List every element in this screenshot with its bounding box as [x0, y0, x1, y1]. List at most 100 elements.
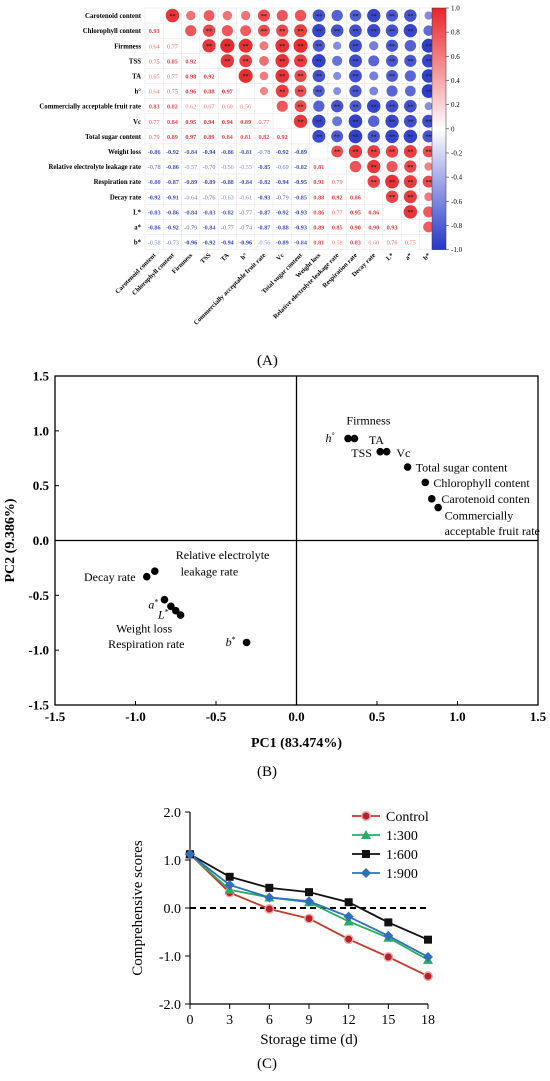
y-tick-label: 1.0 [164, 854, 182, 869]
correlation-value: 0.86 [350, 194, 361, 201]
correlation-value: -0.92 [166, 149, 179, 156]
correlation-value: -0.57 [184, 164, 197, 171]
correlation-circle [424, 102, 433, 111]
significance-mark: ** [371, 104, 377, 110]
correlation-circle [238, 38, 253, 53]
correlation-value: 0.94 [204, 119, 215, 126]
row-label: a* [134, 224, 141, 231]
correlation-circle [367, 130, 380, 143]
correlation-value: 0.83 [350, 240, 361, 247]
correlation-circle [385, 99, 399, 113]
y-tick-label: -0.5 [28, 588, 49, 603]
correlation-value: 0.60 [222, 104, 233, 111]
pca-label: TA [369, 433, 384, 447]
pca-symbol-label: h° [325, 431, 334, 445]
correlation-value: -0.91 [166, 194, 179, 201]
x-tick-label: 1.5 [530, 709, 547, 724]
pca-point [344, 434, 352, 443]
heatmap-cell [400, 219, 420, 235]
series-point-3 [423, 951, 433, 962]
column-label: TA [220, 252, 231, 263]
heatmap-cell [272, 113, 292, 130]
series-point-2 [225, 872, 234, 881]
correlation-value: 0.79 [149, 134, 160, 141]
significance-mark: ** [352, 44, 358, 50]
correlation-value: -0.94 [276, 179, 289, 186]
significance-mark: ** [407, 59, 413, 65]
correlation-value: -0.86 [148, 224, 161, 231]
correlation-circle [385, 24, 399, 37]
y-tick-label: 2.0 [164, 806, 182, 821]
row-label: Weight loss [108, 149, 141, 156]
correlation-value: 0.84 [222, 134, 233, 141]
heatmap-cell [291, 128, 310, 145]
pca-point [403, 463, 412, 471]
symbol-name: b [226, 635, 232, 649]
series-point-0 [264, 904, 275, 914]
pca-point [350, 434, 359, 443]
correlation-value: -0.83 [148, 209, 161, 216]
correlation-circle [386, 160, 398, 173]
correlation-circle [367, 99, 381, 113]
legend-marker [361, 868, 371, 878]
colorbar-tick-label: 1.0 [451, 5, 460, 13]
correlation-value: -0.76 [203, 194, 216, 201]
correlation-value: 0.64 [149, 43, 160, 50]
correlation-value: 0.97 [185, 134, 196, 141]
significance-mark: ** [389, 59, 395, 65]
significance-mark: ** [279, 89, 285, 95]
significance-mark: ** [407, 195, 413, 201]
significance-mark: ** [426, 89, 432, 95]
correlation-circle [424, 162, 433, 171]
significance-mark: ** [316, 89, 322, 95]
x-tick-label: -1.5 [45, 709, 66, 724]
correlation-value: 0.96 [185, 89, 196, 96]
correlation-value: 0.77 [259, 119, 270, 126]
series-point-3 [383, 930, 394, 941]
correlation-circle [348, 144, 363, 159]
correlation-value: 0.56 [240, 104, 251, 111]
correlation-circle [403, 175, 417, 189]
correlation-circle [203, 10, 215, 21]
significance-mark: ** [407, 135, 413, 141]
column-label: a* [404, 252, 414, 262]
correlation-circle [348, 39, 362, 53]
significance-mark: ** [407, 150, 413, 156]
series-point-3 [304, 896, 314, 907]
correlation-circle [220, 38, 235, 53]
correlation-value: 0.75 [405, 240, 416, 247]
significance-mark: ** [279, 74, 285, 80]
correlation-circle [331, 145, 344, 158]
significance-mark: ** [371, 135, 377, 141]
significance-mark: ** [298, 29, 304, 35]
correlation-value: 0.76 [387, 240, 398, 247]
x-tick-label: -1.0 [125, 709, 146, 724]
correlation-value: -0.77 [221, 224, 234, 231]
correlation-value: 0.79 [332, 179, 343, 186]
correlation-value: 0.85 [167, 58, 178, 65]
correlation-value: -0.89 [184, 179, 197, 186]
pca-label: Firmness [346, 413, 390, 427]
significance-mark: ** [352, 29, 358, 35]
series-point-2 [344, 898, 353, 907]
correlation-circle [294, 69, 307, 83]
pca-point [427, 495, 436, 503]
panel-a-label: (A) [257, 353, 278, 369]
significance-mark: ** [407, 29, 413, 35]
significance-mark: ** [407, 210, 413, 216]
correlation-circle [386, 70, 398, 82]
correlation-value: -0.87 [258, 224, 271, 231]
correlation-circle [313, 100, 325, 112]
correlation-heatmap: ** ** ** ** ** ** ** 0.93 ** ** ** ** ** ** ** ** ** ** 0.… [39, 5, 462, 327]
correlation-circle [367, 145, 381, 158]
pca-point [171, 606, 180, 615]
significance-mark: ** [371, 29, 377, 35]
correlation-value: 0.58 [332, 240, 343, 247]
correlation-value: 0.82 [259, 134, 270, 141]
correlation-value: 0.94 [222, 119, 233, 126]
correlation-value: 0.89 [313, 224, 324, 231]
significance-mark: ** [243, 59, 249, 65]
correlation-value: 0.75 [167, 89, 178, 96]
correlation-circle [330, 24, 344, 37]
correlation-circle [276, 100, 288, 112]
